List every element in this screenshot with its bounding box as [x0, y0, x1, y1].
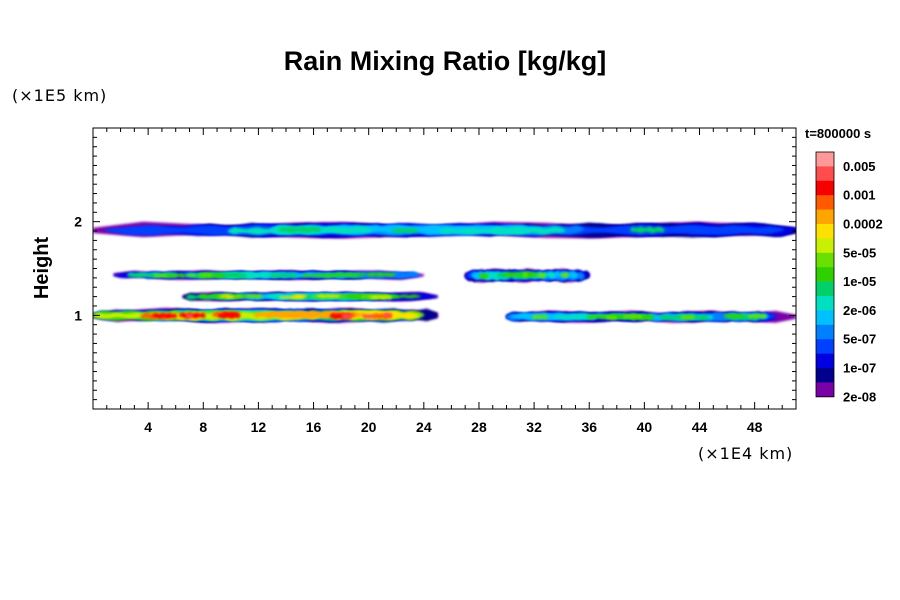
colorbar: 0.005 0.001 0.0002 5e-05 1e-05 2e-06 5e-07 1e-0…	[815, 151, 883, 404]
contour-region	[630, 226, 665, 234]
contour-region	[362, 313, 376, 319]
contour-region	[279, 295, 293, 299]
contour-region	[301, 273, 335, 278]
contour-region	[316, 294, 340, 298]
contour-region	[254, 311, 291, 318]
colorbar-swatch	[816, 324, 834, 340]
x-tick-label: 24	[416, 419, 432, 435]
contour-region	[522, 272, 528, 278]
contour-region	[747, 313, 767, 319]
x-tick-label: 16	[306, 419, 322, 435]
contour-region	[383, 312, 392, 318]
contour-region	[331, 272, 367, 277]
contour-region	[623, 314, 643, 319]
colorbar-label: 5e-07	[843, 332, 876, 347]
colorbar-swatch	[816, 281, 834, 297]
colorbar-swatch	[816, 353, 834, 369]
contour-region	[532, 314, 548, 320]
contour-region	[246, 294, 263, 299]
colorbar-swatch	[816, 296, 834, 311]
x-tick-label: 8	[199, 419, 207, 435]
colorbar-label: 2e-06	[843, 303, 876, 318]
contour-field	[93, 221, 796, 323]
x-tick-label: 28	[471, 419, 487, 435]
contour-region	[723, 313, 744, 319]
colorbar-swatch	[816, 224, 834, 239]
contour-region	[341, 313, 352, 320]
contour-region	[538, 273, 545, 278]
contour-region	[185, 313, 193, 319]
x-tick-label: 44	[692, 419, 708, 435]
x-tick-label: 12	[251, 419, 267, 435]
colorbar-label: 0.001	[843, 188, 876, 203]
colorbar-label: 0.005	[843, 159, 876, 174]
x-axis-unit: (×1E4 km)	[698, 444, 794, 463]
colorbar-swatch	[816, 195, 834, 210]
x-tick-label: 32	[526, 419, 542, 435]
contour-region	[392, 227, 419, 234]
x-tick-label: 20	[361, 419, 377, 435]
colorbar-label: 1e-05	[843, 274, 876, 289]
contour-region	[680, 314, 695, 320]
y-axis-label: Height	[31, 237, 53, 300]
y-tick-label: 1	[74, 307, 82, 323]
contour-region	[186, 274, 196, 278]
contour-region	[561, 272, 569, 278]
colorbar-swatch	[816, 152, 834, 167]
x-tick-label: 4	[144, 419, 152, 435]
colorbar-label: 2e-08	[843, 389, 876, 404]
contour-region	[366, 272, 396, 277]
colorbar-swatch	[816, 382, 834, 398]
contour-region	[152, 313, 177, 319]
contour-region	[270, 272, 298, 278]
colorbar-swatch	[816, 310, 834, 326]
colorbar-swatch	[816, 209, 834, 225]
contour-region	[438, 228, 532, 235]
colorbar-swatch	[816, 166, 834, 182]
contour-region	[292, 295, 303, 298]
time-label: t=800000 s	[805, 126, 872, 141]
y-axis-unit: (×1E5 km)	[12, 86, 108, 105]
y-tick-label: 2	[74, 214, 82, 230]
colorbar-swatch	[816, 238, 834, 254]
x-tick-label: 40	[637, 419, 653, 435]
contour-region	[370, 295, 392, 300]
contour-region	[217, 313, 241, 319]
contour-region	[198, 273, 213, 277]
contour-region	[153, 274, 167, 278]
contour-region	[479, 272, 489, 280]
colorbar-frame	[815, 151, 835, 398]
contour-region	[504, 271, 521, 278]
contour-region	[220, 294, 230, 298]
x-tick-label: 48	[747, 419, 763, 435]
colorbar-label: 5e-05	[843, 245, 876, 260]
colorbar-swatch	[816, 180, 834, 196]
chart-title: Rain Mixing Ratio [kg/kg]	[283, 46, 607, 76]
colorbar-swatch	[816, 368, 834, 383]
x-tick-label: 36	[581, 419, 597, 435]
contour-region	[605, 315, 617, 320]
colorbar-label: 1e-07	[843, 361, 876, 376]
colorbar-swatch	[816, 267, 834, 282]
colorbar-swatch	[816, 252, 834, 268]
contour-region	[279, 226, 322, 234]
plot-frame	[92, 127, 797, 410]
colorbar-swatch	[816, 339, 834, 354]
colorbar-label: 0.0002	[843, 217, 883, 232]
contour-region	[164, 273, 187, 278]
